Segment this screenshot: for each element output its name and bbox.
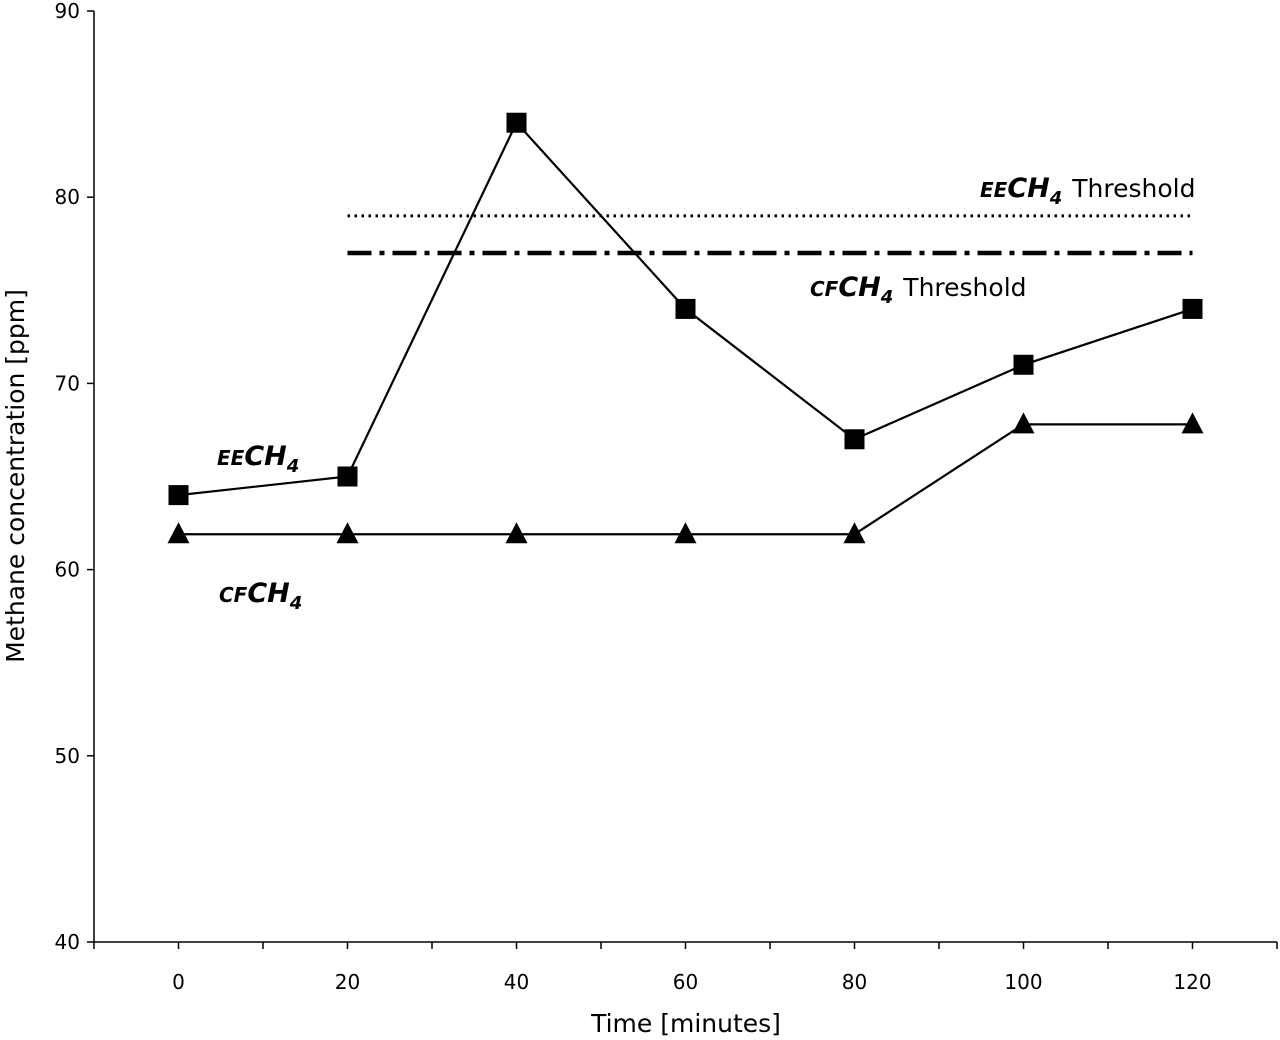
x-tick-label: 80 bbox=[842, 970, 867, 994]
data-point-ee bbox=[844, 429, 865, 450]
x-tick-label: 120 bbox=[1173, 970, 1211, 994]
y-axis-title: Methane concentration [ppm] bbox=[1, 289, 30, 663]
series-group bbox=[167, 112, 1204, 544]
data-point-cf bbox=[336, 522, 359, 544]
y-tick-label: 90 bbox=[55, 0, 80, 23]
x-tick-label: 0 bbox=[172, 970, 185, 994]
x-tick-label: 60 bbox=[673, 970, 698, 994]
axes: 40 50 60 70 80 90 0 20 40 60 80 100 120 bbox=[55, 0, 1278, 994]
data-point-ee bbox=[1182, 298, 1203, 319]
data-point-ee bbox=[675, 298, 696, 319]
x-tick-label: 100 bbox=[1004, 970, 1042, 994]
data-point-ee bbox=[506, 112, 527, 133]
data-point-ee bbox=[168, 485, 189, 506]
data-point-cf bbox=[167, 522, 190, 544]
threshold-lines bbox=[347, 214, 1193, 256]
y-tick-label: 50 bbox=[55, 744, 80, 768]
threshold-label-cf: CFCH4 Threshold bbox=[810, 272, 1027, 308]
x-axis-title: Time [minutes] bbox=[590, 1009, 781, 1038]
series-label-ee: EECH4 bbox=[217, 441, 299, 477]
y-tick-label: 40 bbox=[55, 930, 80, 954]
data-point-cf bbox=[674, 522, 697, 544]
x-tick-label: 40 bbox=[504, 970, 529, 994]
data-point-ee bbox=[1013, 354, 1034, 375]
series-label-cf: CFCH4 bbox=[219, 578, 302, 614]
data-point-ee bbox=[337, 466, 358, 487]
y-tick-label: 80 bbox=[55, 185, 80, 209]
x-tick-label: 20 bbox=[335, 970, 360, 994]
y-tick-label: 70 bbox=[55, 371, 80, 395]
data-point-cf bbox=[843, 522, 866, 544]
threshold-label-ee: EECH4 Threshold bbox=[980, 173, 1196, 209]
y-tick-label: 60 bbox=[55, 558, 80, 582]
data-point-cf bbox=[1181, 412, 1204, 434]
data-point-cf bbox=[505, 522, 528, 544]
data-point-cf bbox=[1012, 412, 1035, 434]
